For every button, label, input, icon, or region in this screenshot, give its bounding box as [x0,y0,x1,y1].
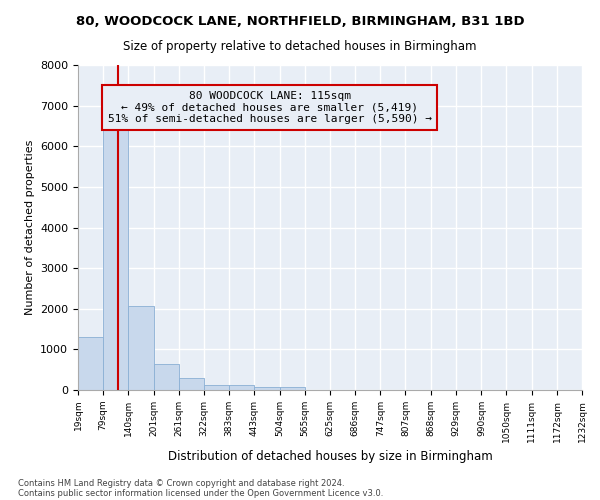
Bar [128,306,154,390]
Text: 80, WOODCOCK LANE, NORTHFIELD, BIRMINGHAM, B31 1BD: 80, WOODCOCK LANE, NORTHFIELD, BIRMINGHA… [76,15,524,28]
Text: Size of property relative to detached houses in Birmingham: Size of property relative to detached ho… [123,40,477,53]
X-axis label: Distribution of detached houses by size in Birmingham: Distribution of detached houses by size … [167,450,493,463]
Y-axis label: Number of detached properties: Number of detached properties [25,140,35,315]
Bar [103,122,128,390]
Bar [280,387,305,390]
Bar [154,364,179,390]
Bar [78,337,103,390]
Bar [179,378,204,390]
Text: Contains public sector information licensed under the Open Government Licence v3: Contains public sector information licen… [18,488,383,498]
Bar [204,384,229,390]
Text: Contains HM Land Registry data © Crown copyright and database right 2024.: Contains HM Land Registry data © Crown c… [18,478,344,488]
Bar [254,387,280,390]
Bar [229,384,254,390]
Text: 80 WOODCOCK LANE: 115sqm
← 49% of detached houses are smaller (5,419)
51% of sem: 80 WOODCOCK LANE: 115sqm ← 49% of detach… [107,91,431,124]
